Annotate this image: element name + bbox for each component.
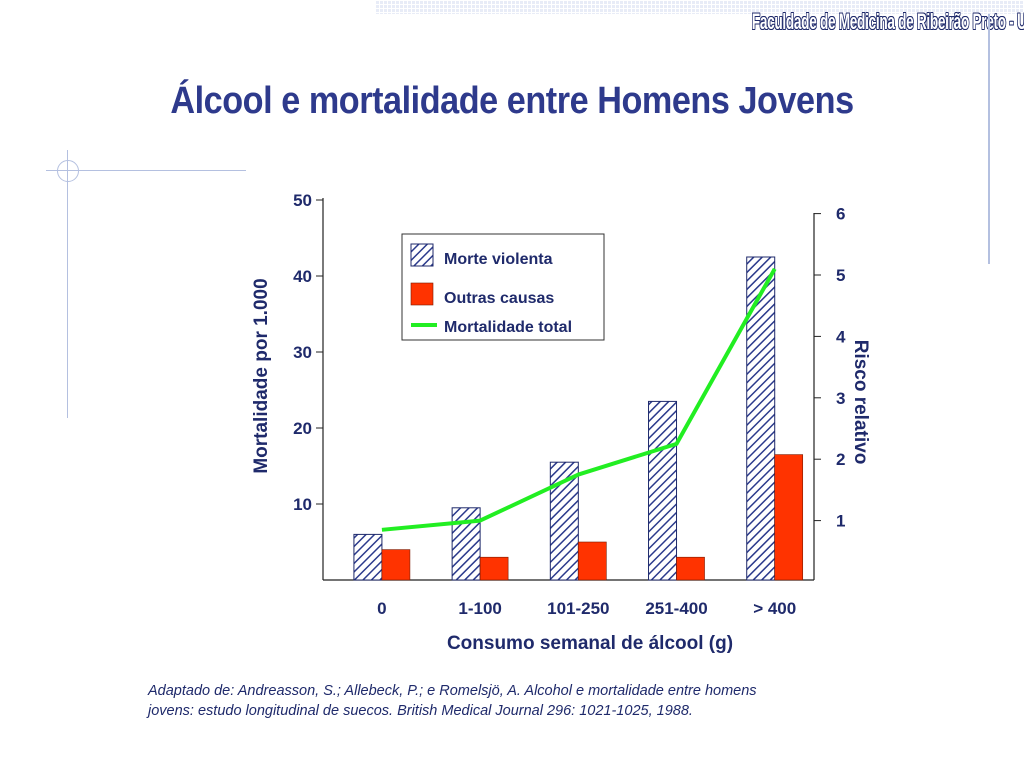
- x-axis-title: Consumo semanal de álcool (g): [447, 633, 733, 654]
- y-axis-title-left: Mortalidade por 1.000: [251, 278, 272, 473]
- legend-label-morte-violenta: Morte violenta: [444, 251, 553, 268]
- chart-legend: Morte violenta Outras causas Mortalidade t…: [401, 233, 605, 341]
- decorative-line-horizontal: [46, 170, 246, 171]
- legend-box: [401, 233, 605, 341]
- citation-line-2: jovens: estudo longitudinal de suecos. B…: [148, 703, 693, 719]
- y-tick-label-right: 3: [836, 389, 845, 408]
- bar-outras-causas: [381, 549, 411, 581]
- citation-line-1: Adaptado de: Andreasson, S.; Allebeck, P…: [148, 683, 757, 699]
- legend-label-outras-causas: Outras causas: [444, 290, 554, 307]
- chart-bars: [353, 256, 804, 581]
- decorative-line-vertical: [67, 150, 68, 418]
- y-tick-label-right: 2: [836, 450, 845, 469]
- bar-outras-causas: [479, 556, 509, 581]
- x-tick-label: 101-250: [547, 599, 609, 618]
- x-tick-label: > 400: [753, 599, 796, 618]
- bar-morte-violenta: [451, 507, 481, 581]
- decorative-line-right: [988, 14, 990, 264]
- y-tick-label-left: 40: [293, 267, 312, 286]
- y-tick-label-left: 50: [293, 191, 312, 210]
- decorative-circle: [57, 160, 79, 182]
- y-tick-label-right: 6: [836, 205, 845, 224]
- x-tick-label: 251-400: [645, 599, 707, 618]
- institution-name: Faculdade de Medicina de Ribeirão Preto …: [751, 9, 1024, 34]
- slide-title: Álcool e mortalidade entre Homens Jovens: [170, 80, 854, 122]
- legend-swatch-outras-causas: [410, 282, 434, 306]
- bar-morte-violenta: [746, 256, 776, 581]
- bar-outras-causas: [578, 541, 607, 581]
- y-tick-label-right: 1: [836, 512, 845, 531]
- legend-label-mortalidade-total: Mortalidade total: [444, 319, 572, 336]
- x-tick-label: 0: [377, 599, 386, 618]
- x-tick-label: 1-100: [458, 599, 501, 618]
- chart-line: [381, 267, 777, 532]
- chart-labels: 10 20 30 40 50 1 2 3 4 5 6 0 1-100 101-250 251-400 > 40…: [251, 191, 871, 654]
- y-tick-label-left: 20: [293, 419, 312, 438]
- bar-outras-causas: [774, 454, 804, 581]
- citation: Adaptado de: Andreasson, S.; Allebeck, P…: [148, 681, 908, 721]
- bar-morte-violenta: [648, 400, 678, 581]
- y-tick-label-right: 4: [836, 327, 846, 346]
- legend-swatch-morte-violenta: [410, 243, 434, 267]
- y-axis-title-right: Risco relativo: [850, 340, 871, 465]
- y-tick-label-right: 5: [836, 266, 845, 285]
- y-tick-label-left: 10: [293, 495, 312, 514]
- bar-outras-causas: [676, 556, 705, 581]
- bar-morte-violenta: [353, 533, 383, 581]
- y-tick-label-left: 30: [293, 343, 312, 362]
- header-grid-band: [375, 0, 1024, 14]
- line-mortalidade-total: [381, 267, 777, 532]
